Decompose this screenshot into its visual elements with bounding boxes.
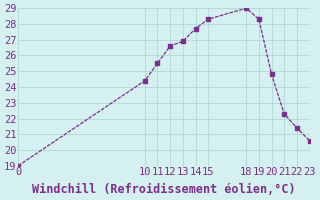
X-axis label: Windchill (Refroidissement éolien,°C): Windchill (Refroidissement éolien,°C) bbox=[32, 183, 296, 196]
